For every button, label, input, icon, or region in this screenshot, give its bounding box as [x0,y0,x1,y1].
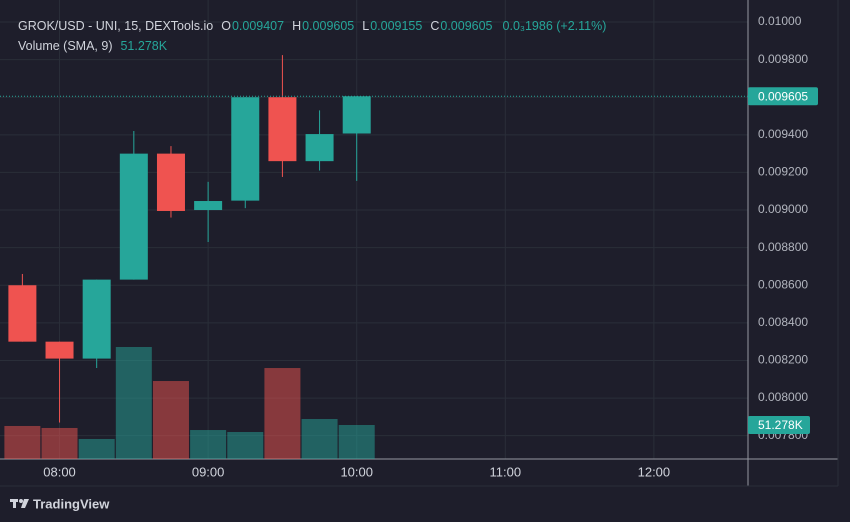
candle-body [342,96,371,134]
candle-body [194,201,223,211]
legend-header: GROK/USD - UNI, 15, DEXTools.io O0.009407… [18,16,614,56]
candle-body [82,279,111,359]
candle-body [231,97,260,201]
candle-body [119,153,148,280]
price-legend: GROK/USD - UNI, 15, DEXTools.io O0.009407… [18,16,614,36]
y-tick-label: 0.008800 [758,240,808,254]
x-tick-label: 09:00 [192,464,225,479]
y-tick-label: 0.009000 [758,202,808,216]
volume-bar [78,438,115,459]
ohlc-key: O [221,19,231,33]
y-tick-label: 0.008600 [758,277,808,291]
volume-legend: Volume (SMA, 9) 51.278K [18,36,614,56]
volume-bar [152,381,189,459]
volume-bar [4,425,41,459]
y-tick-label: 0.008000 [758,390,808,404]
candle-body [268,97,297,162]
x-tick-label: 08:00 [43,464,76,479]
ohlc-value: 0.009605 [302,19,355,33]
y-tick-label: 0.009400 [758,127,808,141]
volume-bar [190,430,227,459]
volume-title: Volume (SMA, 9) [18,39,113,53]
candle-body [45,341,74,359]
candle-body [8,285,37,342]
y-tick-label: 0.008200 [758,353,808,367]
x-tick-label: 11:00 [490,464,522,479]
tv-logo [10,499,29,508]
ohlc-value: 0.009407 [231,19,285,33]
ohlc-key: C [430,19,440,33]
ohlc-key: L [362,19,370,33]
volume-bar [301,419,338,459]
y-tick-label: 0.01000 [758,14,802,28]
y-tick-label: 0.009200 [758,165,808,179]
volume-bar [41,427,78,459]
volume-bar [115,347,152,459]
candle-body [305,134,334,162]
ohlc-key: H [292,19,302,33]
change: 0.0₃1986 (+2.11%) [502,19,607,33]
y-tick-label: 0.009800 [758,52,808,66]
y-tick-label: 0.008400 [758,315,808,329]
volume-value: 51.278K [120,39,168,53]
ohlc-value: 0.009605 [440,19,493,33]
title: GROK/USD - UNI, 15, DEXTools.io [18,19,214,33]
volume-badge [748,415,810,434]
volume-bar [338,424,375,459]
x-tick-label: 10:00 [340,464,373,479]
footer-brand: TradingView [33,496,110,511]
candle-body [156,153,185,211]
last-price-label: 0.009605 [758,89,808,103]
last-price-badge [748,87,818,106]
volume-badge-label: 51.278K [758,418,803,432]
ohlc-value: 0.009155 [370,19,423,33]
volume-bar [264,368,301,459]
volume-bar [227,432,264,459]
x-tick-label: 12:00 [638,464,671,479]
